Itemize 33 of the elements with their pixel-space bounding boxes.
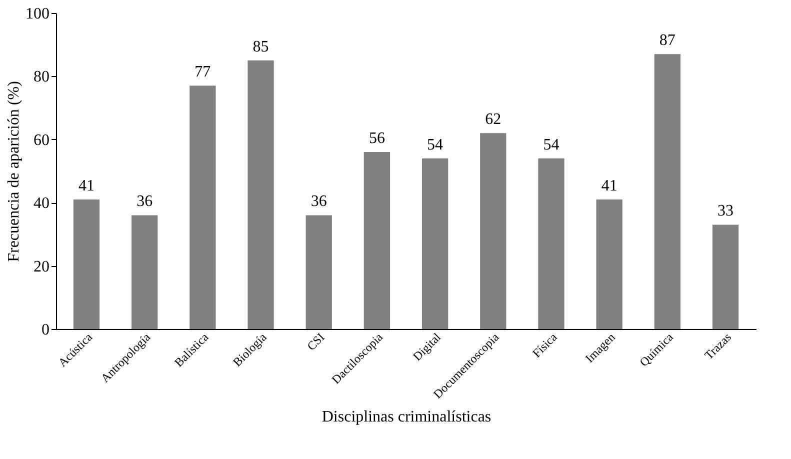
y-tick-label: 0: [42, 322, 50, 338]
y-tick-label: 60: [34, 132, 50, 149]
bar: [73, 199, 100, 329]
data-label: 85: [252, 38, 269, 56]
bar: [712, 224, 739, 329]
bar: [538, 158, 564, 329]
bar: [190, 86, 216, 329]
y-tick-label: 80: [34, 68, 50, 86]
bar: [248, 60, 274, 329]
y-tick-label: 100: [26, 6, 50, 22]
bar: [596, 199, 622, 329]
bar: [654, 54, 680, 329]
data-label: 77: [194, 64, 211, 81]
data-label: 54: [543, 136, 560, 154]
data-label: 36: [310, 193, 327, 210]
data-label: 87: [659, 32, 676, 50]
x-axis-title: Disciplinas criminalísticas: [322, 408, 492, 426]
data-label: 62: [485, 111, 502, 128]
bar: [306, 215, 332, 329]
data-label: 33: [718, 202, 734, 220]
data-label: 54: [427, 136, 444, 154]
y-tick-label: 20: [34, 258, 50, 276]
data-label: 41: [601, 177, 618, 194]
x-tick-label: CSI: [304, 330, 328, 354]
y-axis-title: Frecuencia de aparición (%): [6, 81, 22, 262]
bar: [480, 133, 506, 329]
data-label: 36: [136, 193, 153, 210]
bar: [422, 158, 448, 329]
y-tick-label: 40: [34, 195, 50, 212]
bar: [132, 215, 158, 329]
bar: [364, 152, 390, 329]
data-label: 41: [78, 177, 94, 194]
data-label: 56: [368, 130, 385, 148]
